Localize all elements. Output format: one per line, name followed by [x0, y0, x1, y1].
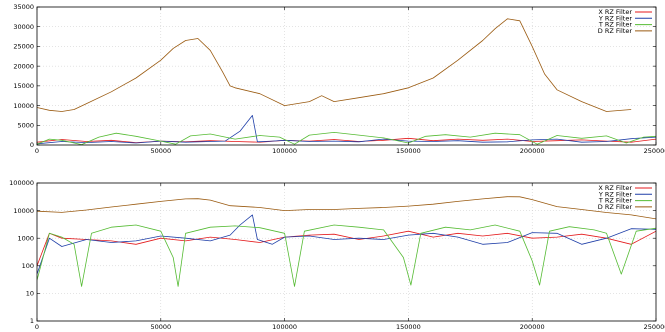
legend-label: D RZ Filter	[598, 27, 633, 35]
x-tick-label: 200000	[520, 323, 545, 331]
legend-label: Y RZ Filter	[598, 14, 632, 22]
y-tick-label: 100000	[9, 179, 34, 187]
x-tick-label: 0	[35, 147, 39, 155]
legend-label: Y RZ Filter	[598, 190, 632, 198]
series-line-d-rz-filter	[37, 196, 656, 220]
y-tick-label: 20000	[13, 62, 34, 70]
x-tick-label: 200000	[520, 147, 545, 155]
series-line-t-rz-filter	[37, 224, 656, 287]
y-tick-label: 0	[30, 141, 34, 149]
y-tick-label: 100	[22, 262, 34, 270]
legend-label: X RZ Filter	[598, 8, 632, 16]
y-tick-label: 25000	[13, 43, 34, 51]
y-tick-label: 30000	[13, 23, 34, 31]
x-tick-label: 100000	[272, 323, 297, 331]
x-tick-label: 150000	[396, 323, 421, 331]
y-tick-label: 5000	[17, 121, 34, 129]
legend-label: T RZ Filter	[598, 197, 632, 205]
y-tick-label: 1	[30, 317, 34, 325]
legend-label: D RZ Filter	[598, 203, 633, 211]
y-tick-label: 10000	[13, 102, 34, 110]
x-tick-label: 50000	[150, 323, 171, 331]
x-tick-label: 0	[35, 323, 39, 331]
series-line-y-rz-filter	[37, 214, 656, 275]
series-line-t-rz-filter	[37, 131, 656, 145]
x-tick-label: 150000	[396, 147, 421, 155]
y-tick-label: 10	[26, 290, 34, 298]
series-line-d-rz-filter	[37, 18, 632, 112]
y-tick-label: 10000	[13, 207, 34, 215]
y-tick-label: 1000	[17, 234, 34, 242]
plot-frame	[36, 182, 657, 322]
plot-frame	[36, 6, 657, 146]
y-tick-label: 35000	[13, 3, 34, 11]
series-line-x-rz-filter	[37, 137, 656, 144]
y-tick-label: 15000	[13, 82, 34, 90]
legend-label: X RZ Filter	[598, 184, 632, 192]
series-line-y-rz-filter	[37, 115, 656, 145]
x-tick-label: 50000	[150, 147, 171, 155]
x-tick-label: 100000	[272, 147, 297, 155]
legend-label: T RZ Filter	[598, 21, 632, 29]
